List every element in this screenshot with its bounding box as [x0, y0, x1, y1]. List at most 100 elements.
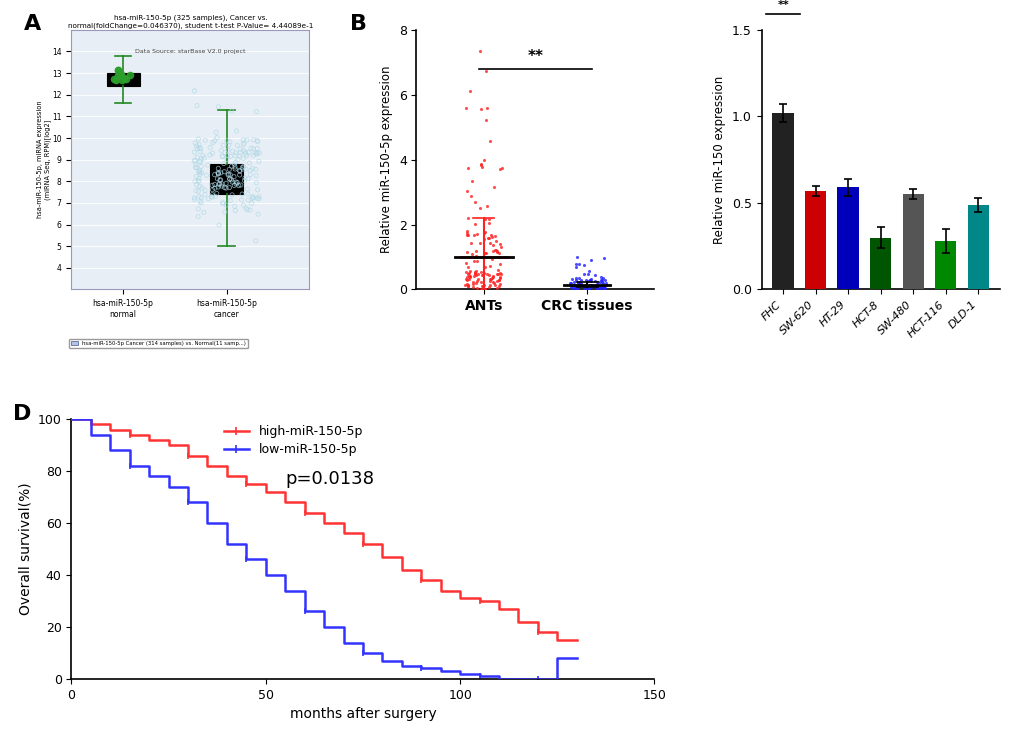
Point [219, 154, 235, 166]
Point [570, 275, 586, 287]
Point [229, 154, 246, 166]
Point [481, 213, 497, 225]
Point [469, 275, 485, 287]
Point [460, 270, 476, 282]
Point [190, 203, 206, 215]
Point [594, 272, 610, 284]
Point [214, 197, 230, 209]
Point [567, 274, 583, 286]
Point [489, 268, 505, 280]
Point [587, 282, 603, 294]
Point [215, 198, 231, 210]
Point [593, 276, 609, 288]
Point [569, 281, 585, 293]
Point [204, 191, 220, 203]
Point [466, 254, 482, 266]
Point [197, 189, 213, 201]
Point [491, 258, 507, 270]
Point [210, 166, 226, 178]
Point [191, 172, 207, 184]
Point [459, 278, 475, 290]
Point [192, 195, 208, 207]
Point [458, 251, 474, 263]
Point [572, 274, 588, 286]
Point [221, 173, 237, 185]
Point [467, 267, 483, 279]
Point [211, 178, 227, 190]
Point [218, 199, 234, 211]
Point [491, 278, 507, 289]
Point [476, 279, 492, 291]
Point [237, 148, 254, 160]
Point [226, 158, 243, 170]
Point [122, 69, 139, 81]
Point [571, 278, 587, 290]
Point [465, 276, 481, 288]
Point [571, 272, 587, 284]
Point [216, 206, 232, 218]
Point [233, 194, 250, 206]
Point [110, 64, 126, 76]
Point [457, 278, 473, 290]
Point [186, 137, 203, 149]
Text: B: B [350, 14, 367, 34]
Point [473, 280, 489, 292]
Point [582, 274, 598, 286]
Point [242, 169, 258, 181]
Point [568, 283, 584, 295]
Point [251, 147, 267, 159]
Point [245, 191, 261, 203]
Point [476, 227, 492, 239]
Point [245, 142, 261, 154]
Point [459, 274, 475, 286]
Point [466, 229, 482, 241]
Point [591, 276, 607, 288]
Point [589, 283, 605, 295]
Point [577, 283, 593, 295]
Point [218, 135, 234, 147]
Point [567, 282, 583, 294]
Point [462, 85, 478, 97]
Point [580, 283, 596, 295]
Point [107, 74, 123, 86]
Point [193, 160, 209, 172]
Point [193, 142, 209, 154]
Point [234, 163, 251, 175]
Point [236, 146, 253, 158]
Point [231, 169, 248, 181]
Point [478, 269, 494, 280]
Point [235, 137, 252, 149]
Point [218, 178, 234, 189]
Point [484, 272, 500, 284]
Y-axis label: Relative miR-150 expression: Relative miR-150 expression [712, 75, 726, 244]
Point [597, 277, 613, 289]
Point [570, 277, 586, 289]
Point [459, 280, 475, 292]
Point [484, 231, 500, 242]
Point [466, 270, 482, 282]
Point [206, 178, 222, 190]
Point [209, 173, 225, 185]
Point [587, 280, 603, 292]
Point [192, 181, 208, 192]
Point [215, 157, 231, 169]
Point [198, 169, 214, 181]
Point [234, 153, 251, 165]
Point [492, 268, 508, 280]
Point [245, 134, 261, 145]
Text: p=0.0138: p=0.0138 [285, 470, 374, 488]
Point [192, 166, 208, 178]
Point [191, 133, 207, 145]
Point [238, 134, 255, 146]
Point [239, 183, 256, 195]
Y-axis label: Overall survival(%): Overall survival(%) [18, 483, 33, 615]
Point [588, 280, 604, 292]
Point [187, 162, 204, 174]
Point [191, 142, 207, 154]
Point [228, 177, 245, 189]
Point [189, 140, 205, 152]
Point [231, 164, 248, 176]
Point [206, 135, 222, 147]
Point [459, 245, 475, 257]
Point [476, 213, 492, 225]
